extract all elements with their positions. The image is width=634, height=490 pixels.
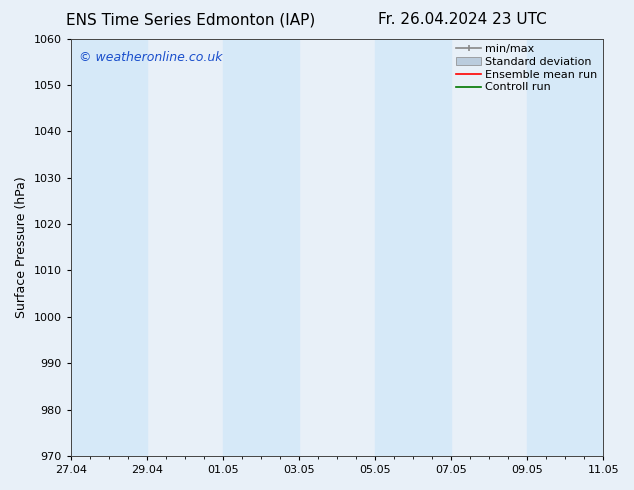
Y-axis label: Surface Pressure (hPa): Surface Pressure (hPa): [15, 176, 28, 318]
Text: Fr. 26.04.2024 23 UTC: Fr. 26.04.2024 23 UTC: [378, 12, 547, 27]
Bar: [223, 39, 299, 456]
Text: © weatheronline.co.uk: © weatheronline.co.uk: [79, 51, 222, 64]
Bar: [71, 39, 147, 456]
Bar: [527, 39, 603, 456]
Legend: min/max, Standard deviation, Ensemble mean run, Controll run: min/max, Standard deviation, Ensemble me…: [455, 42, 600, 95]
Bar: [375, 39, 451, 456]
Text: ENS Time Series Edmonton (IAP): ENS Time Series Edmonton (IAP): [65, 12, 315, 27]
